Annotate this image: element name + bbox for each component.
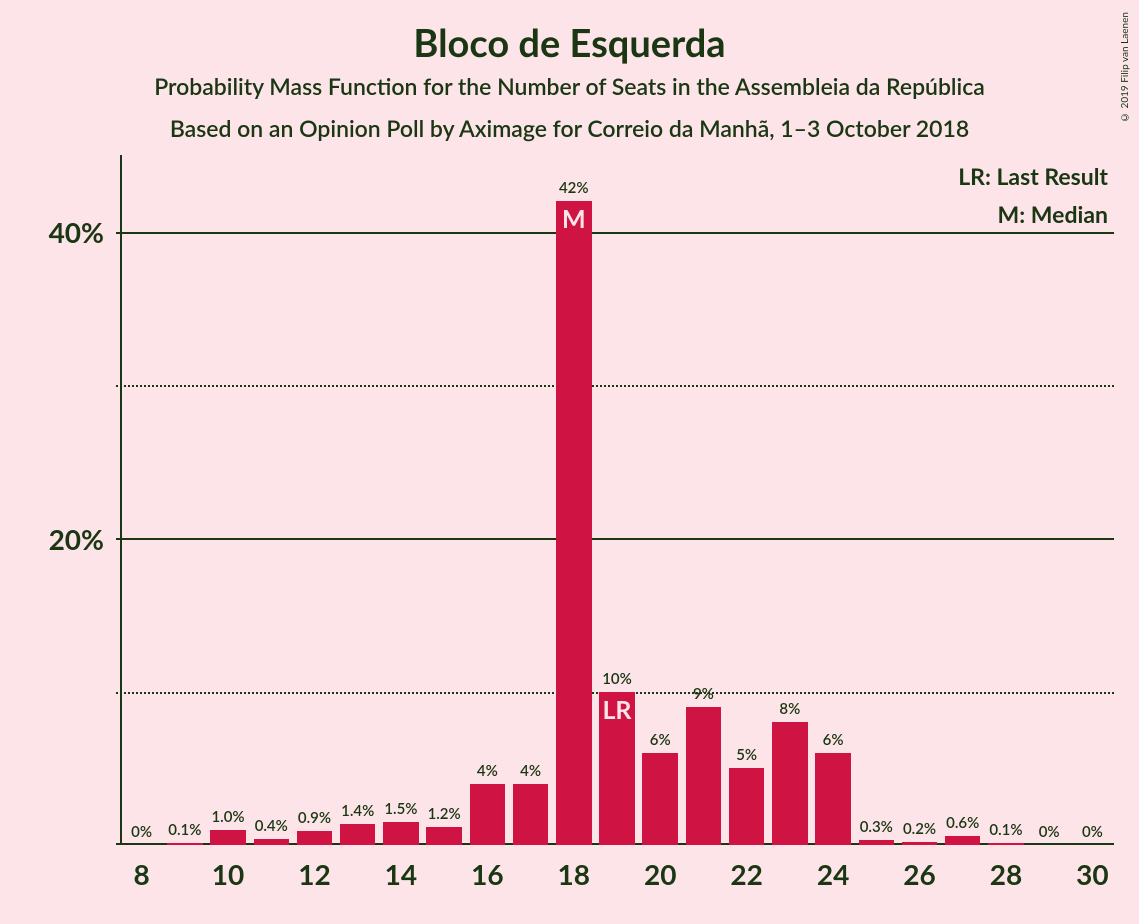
bar-value-label: 6%: [809, 731, 856, 749]
bar-value-label: 1.5%: [377, 800, 424, 818]
bar: [383, 822, 418, 845]
x-tick-label: 28: [976, 857, 1036, 891]
x-tick-label: 24: [803, 857, 863, 891]
bar-value-label: 0.4%: [248, 817, 295, 835]
bar: [729, 768, 764, 845]
bar: [988, 843, 1023, 845]
x-tick-label: 26: [890, 857, 950, 891]
bar: [254, 839, 289, 845]
bar: [859, 840, 894, 845]
bar-value-label: 1.2%: [420, 805, 467, 823]
bar-value-label: 0.1%: [161, 821, 208, 839]
x-tick-label: 18: [544, 857, 604, 891]
bar-value-label: 8%: [766, 700, 813, 718]
bar: [815, 753, 850, 845]
x-tick-label: 16: [457, 857, 517, 891]
bar-value-label: 0%: [1025, 823, 1072, 841]
bar: [340, 824, 375, 845]
bar-value-label: 0.3%: [853, 818, 900, 836]
copyright-label: © 2019 Filip van Laenen: [1119, 12, 1131, 123]
bar: [167, 843, 202, 845]
bar-value-label: 42%: [550, 179, 597, 197]
bar: [426, 827, 461, 845]
bar: [686, 707, 721, 845]
y-axis-line: [120, 155, 122, 845]
bar-value-label: 0.9%: [291, 809, 338, 827]
y-tick-label: 40%: [14, 215, 104, 249]
y-tick-label: 20%: [14, 522, 104, 556]
bar-value-label: 0.1%: [982, 821, 1029, 839]
x-tick-label: 10: [198, 857, 258, 891]
chart-subtitle-2: Based on an Opinion Poll by Aximage for …: [0, 114, 1139, 142]
bar: [772, 722, 807, 845]
gridline: [116, 385, 1114, 387]
x-tick-label: 8: [112, 857, 172, 891]
gridline: [116, 538, 1114, 540]
chart-title: Bloco de Esquerda: [0, 20, 1139, 66]
bar: [470, 784, 505, 845]
bar-value-label: 0.6%: [939, 814, 986, 832]
bar-value-label: 10%: [593, 670, 640, 688]
x-tick-label: 14: [371, 857, 431, 891]
bar-value-label: 4%: [464, 762, 511, 780]
bar: [556, 201, 591, 845]
bar-inner-label: LR: [599, 695, 634, 725]
x-tick-label: 30: [1062, 857, 1122, 891]
x-tick-label: 20: [630, 857, 690, 891]
bar-value-label: 0%: [1069, 823, 1116, 841]
chart-plot-area: 0%0.1%1.0%0.4%0.9%1.4%1.5%1.2%4%4%42%M10…: [120, 155, 1114, 845]
bar: [945, 836, 980, 845]
bar: [513, 784, 548, 845]
bar: [902, 842, 937, 845]
bar-value-label: 9%: [680, 685, 727, 703]
bar-value-label: 1.4%: [334, 802, 381, 820]
gridline: [116, 232, 1114, 234]
bar-value-label: 0%: [118, 823, 165, 841]
chart-subtitle-1: Probability Mass Function for the Number…: [0, 72, 1139, 100]
x-tick-label: 22: [717, 857, 777, 891]
bar-value-label: 4%: [507, 762, 554, 780]
bar-inner-label: M: [556, 204, 591, 234]
bar-value-label: 5%: [723, 746, 770, 764]
bar-value-label: 0.2%: [896, 820, 943, 838]
bar-value-label: 1.0%: [204, 808, 251, 826]
bar-value-label: 6%: [636, 731, 683, 749]
bar: [297, 831, 332, 845]
x-tick-label: 12: [284, 857, 344, 891]
bar: [210, 830, 245, 845]
bar: [642, 753, 677, 845]
